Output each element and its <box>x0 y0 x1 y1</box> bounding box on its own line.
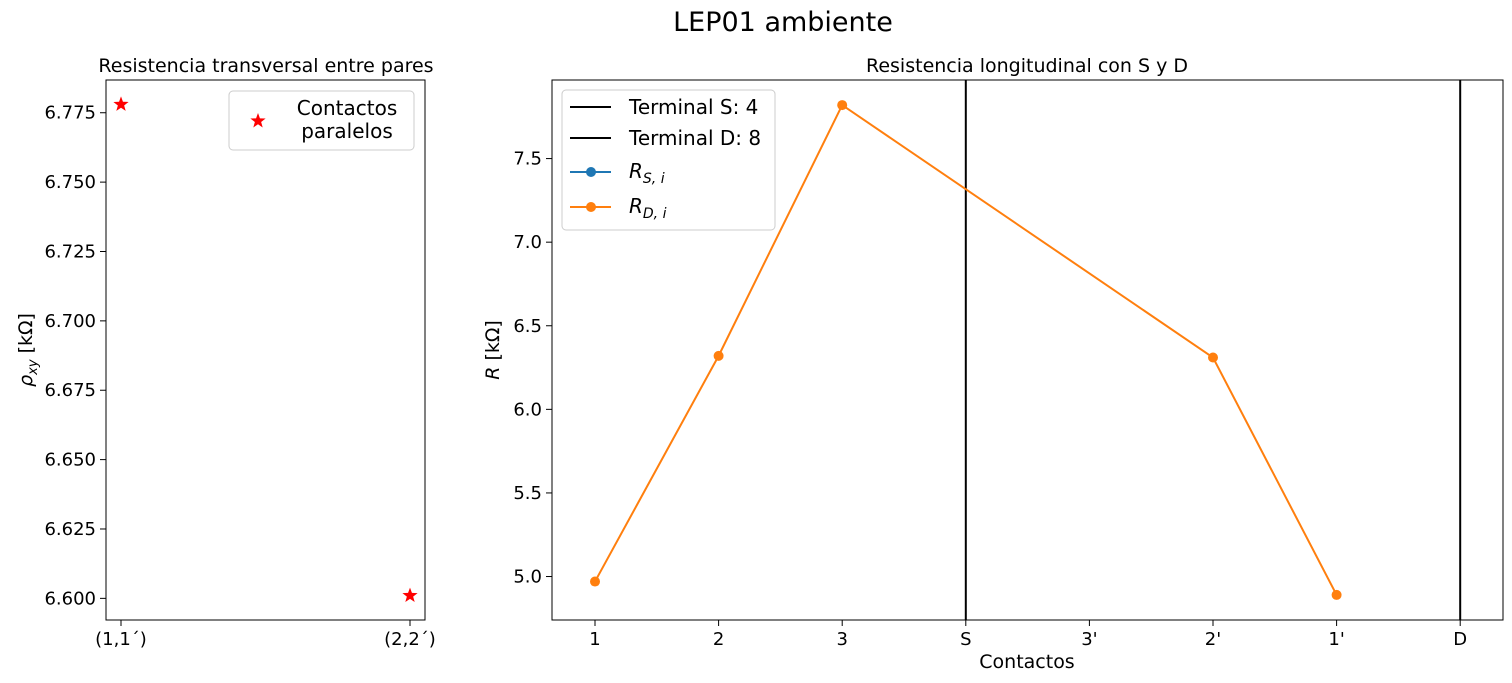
subplot-transversal-legend: Contactos paralelos <box>228 90 415 151</box>
xtick-label: 2' <box>1205 629 1221 650</box>
legend-label-rd: RD, i <box>629 194 667 222</box>
subplot-longitudinal-title: Resistencia longitudinal con S y D <box>866 55 1188 77</box>
xtick-label: 1 <box>589 629 600 650</box>
subplot-longitudinal-legend: Terminal S: 4 Terminal D: 8 RS, i RD, i <box>561 89 776 231</box>
data-point-star <box>402 587 418 603</box>
ytick-label: 7.5 <box>513 149 542 170</box>
ytick-label: 6.700 <box>44 311 96 332</box>
ytick-label: 7.0 <box>513 232 542 253</box>
legend-marker-rs <box>586 167 596 177</box>
subplot-longitudinal-ylabel: R [kΩ] <box>482 320 504 380</box>
ytick-label: 5.5 <box>513 483 542 504</box>
ytick-label: 6.725 <box>44 241 96 262</box>
xtick-label: 3 <box>836 629 847 650</box>
xtick-label: (1,1´) <box>95 629 147 650</box>
terminal-lines <box>964 80 1462 620</box>
ylabel-unit: [kΩ] <box>15 313 37 359</box>
figure-suptitle: LEP01 ambiente <box>673 7 893 38</box>
subplot-longitudinal-xlabel: Contactos <box>979 651 1074 673</box>
xtick-label: 1' <box>1328 629 1344 650</box>
legend-marker-star <box>250 113 266 128</box>
ytick-label: 6.600 <box>44 588 96 609</box>
legend-rd-sub: D, i <box>643 206 667 222</box>
xtick-label: D <box>1453 629 1467 650</box>
data-point <box>837 100 848 111</box>
subplot-transversal-ticks: 6.600 6.625 6.650 6.675 6.700 6.725 6.750 6.775… <box>44 103 435 650</box>
subplot-transversal-ylabel: ρxy [kΩ] <box>15 313 41 387</box>
ylabel-symbol: ρ <box>15 375 37 387</box>
subplot-transversal-frame <box>105 79 426 621</box>
ylabel-unit: [kΩ] <box>482 320 504 366</box>
legend-box <box>561 89 776 231</box>
subplot-longitudinal-marks <box>590 100 1342 600</box>
legend-box <box>228 90 415 151</box>
ytick-label: 6.625 <box>44 519 96 540</box>
legend-label-rs: RS, i <box>629 159 665 187</box>
data-point <box>1331 589 1342 600</box>
subplot-longitudinal-frame <box>551 79 1504 621</box>
subplot-longitudinal-ticks: 5.0 5.5 6.0 6.5 7.0 7.5 1 2 3 S 3' 2' 1' D <box>513 149 1467 650</box>
data-point <box>713 350 724 361</box>
legend-label-line-2: paralelos <box>301 119 393 143</box>
subplot-longitudinal: Resistencia longitudinal con S y D Conta… <box>482 55 1504 673</box>
ytick-label: 6.750 <box>44 172 96 193</box>
legend-rs-sub: S, i <box>643 171 665 187</box>
subplot-transversal: Resistencia transversal entre pares ρxy … <box>15 55 436 650</box>
ylabel-symbol: R <box>482 367 504 380</box>
ytick-label: 6.0 <box>513 399 542 420</box>
xtick-label: S <box>960 629 971 650</box>
subplot-transversal-title: Resistencia transversal entre pares <box>98 55 433 77</box>
legend-label-terminal-s: Terminal S: 4 <box>628 95 758 119</box>
data-point <box>590 576 600 587</box>
ytick-label: 5.0 <box>513 567 542 588</box>
xtick-label: 3' <box>1081 629 1097 650</box>
legend-label-line-1: Contactos <box>297 96 397 120</box>
ytick-label: 6.675 <box>44 380 96 401</box>
ytick-label: 6.5 <box>513 316 542 337</box>
xtick-label: 2 <box>713 629 724 650</box>
data-point-star <box>113 96 129 111</box>
legend-rd-main: R <box>629 194 643 218</box>
legend-label-terminal-d: Terminal D: 8 <box>628 126 761 150</box>
data-point <box>1208 352 1218 363</box>
ytick-label: 6.775 <box>44 103 96 124</box>
subplot-transversal-marks <box>113 96 418 603</box>
legend-star-icon <box>250 113 266 128</box>
xtick-label: (2,2´) <box>384 629 436 650</box>
ylabel-subscript: xy <box>26 359 41 376</box>
legend-marker-rd <box>586 202 596 212</box>
ytick-label: 6.650 <box>44 450 96 471</box>
legend-rs-main: R <box>629 159 643 183</box>
